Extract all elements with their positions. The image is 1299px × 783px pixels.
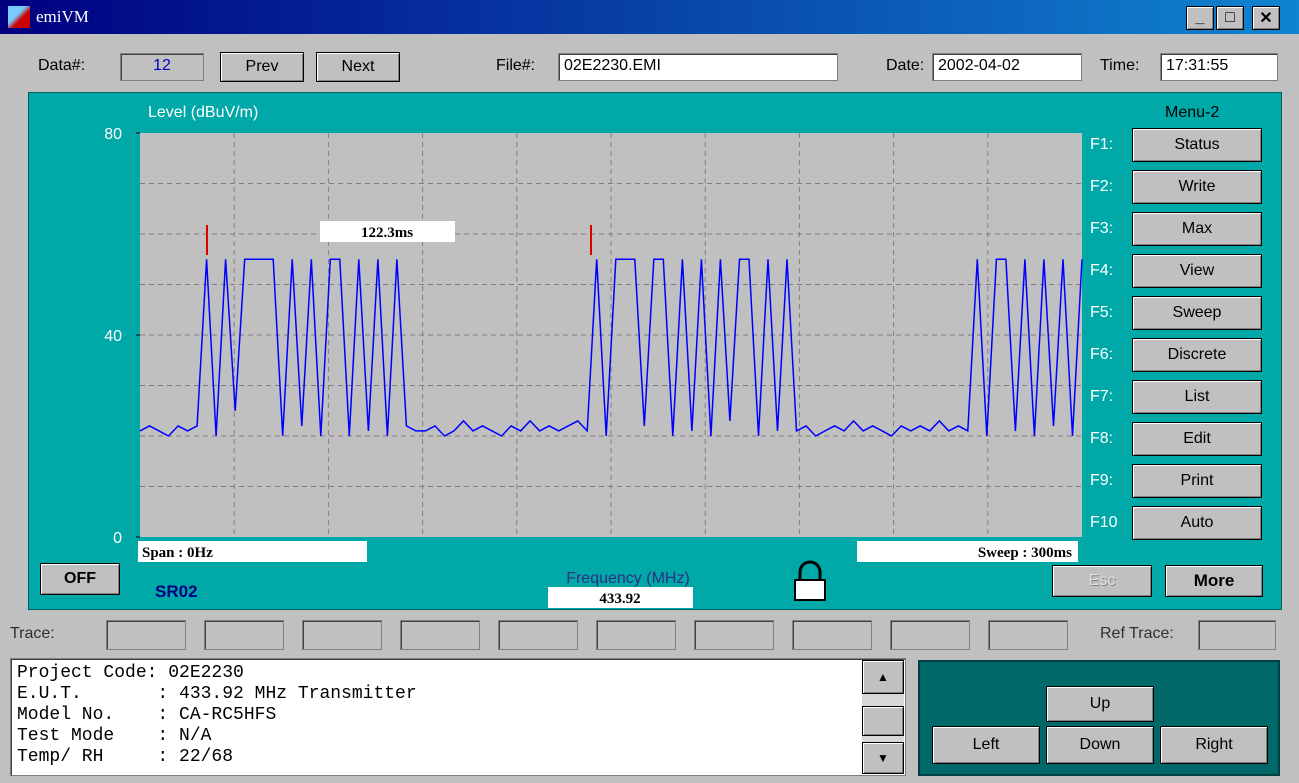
trace-field[interactable]: [890, 620, 970, 650]
scroll-thumb[interactable]: [862, 706, 904, 736]
y-tick-label: 0: [113, 530, 122, 547]
y-tick-label: 80: [104, 126, 122, 143]
file-field[interactable]: 02E2230.EMI: [558, 53, 838, 81]
trace-field[interactable]: [694, 620, 774, 650]
lock-body: [794, 579, 826, 601]
menu-key: F4:: [1090, 262, 1114, 279]
menu-key: F8:: [1090, 430, 1114, 447]
y-tick-label: 40: [104, 328, 122, 345]
menu-button[interactable]: Status: [1132, 128, 1262, 162]
info-line: Test Mode : N/A: [17, 726, 212, 746]
info-line: E.U.T. : 433.92 MHz Transmitter: [17, 684, 417, 704]
esc-button[interactable]: Esc: [1052, 565, 1152, 597]
info-box: Project Code: 02E2230 E.U.T. : 433.92 MHz…: [10, 658, 906, 776]
trace-field[interactable]: [792, 620, 872, 650]
left-button[interactable]: Left: [932, 726, 1040, 764]
trace-field[interactable]: [988, 620, 1068, 650]
menu-button[interactable]: List: [1132, 380, 1262, 414]
frequency-box: [548, 587, 693, 608]
trace-field[interactable]: [498, 620, 578, 650]
menu-title: Menu-2: [1165, 104, 1220, 121]
more-button[interactable]: More: [1165, 565, 1263, 597]
date-field[interactable]: 2002-04-02: [932, 53, 1082, 81]
menu-button[interactable]: Write: [1132, 170, 1262, 204]
trace-field[interactable]: [596, 620, 676, 650]
file-label: File#:: [496, 57, 536, 74]
app-icon: [8, 6, 30, 28]
trace-field[interactable]: [106, 620, 186, 650]
info-line: Temp/ RH : 22/68: [17, 747, 234, 767]
menu-button[interactable]: View: [1132, 254, 1262, 288]
right-button[interactable]: Right: [1160, 726, 1268, 764]
window-title: emiVM: [36, 7, 89, 26]
up-button[interactable]: Up: [1046, 686, 1154, 722]
menu-key: F9:: [1090, 472, 1114, 489]
menu-button[interactable]: Auto: [1132, 506, 1262, 540]
span-label: Span : 0Hz: [142, 545, 213, 561]
close[interactable]: ✕: [1252, 6, 1280, 30]
trace-field[interactable]: [204, 620, 284, 650]
sweep-label: Sweep : 300ms: [978, 545, 1072, 561]
trace-field[interactable]: [400, 620, 480, 650]
frequency-value: 433.92: [599, 591, 640, 607]
menu-key: F2:: [1090, 178, 1114, 195]
info-line: Project Code: 02E2230: [17, 663, 244, 683]
data-label: Data#:: [38, 57, 86, 74]
menu-button[interactable]: Sweep: [1132, 296, 1262, 330]
off-button[interactable]: OFF: [40, 563, 120, 595]
trace-line: [139, 258, 1083, 437]
scroll-down[interactable]: ▼: [862, 742, 904, 774]
date-label: Date:: [886, 57, 925, 74]
minimize[interactable]: _: [1186, 6, 1214, 30]
y-axis-label: Level (dBuV/m): [148, 104, 258, 121]
sr-label: SR02: [155, 582, 198, 601]
trace-field[interactable]: [302, 620, 382, 650]
info-line: Model No. : CA-RC5HFS: [17, 705, 277, 725]
prev-button[interactable]: Prev: [220, 52, 304, 82]
data-field[interactable]: 12: [120, 53, 204, 81]
menu-key: F5:: [1090, 304, 1114, 321]
ref-trace-field[interactable]: [1198, 620, 1276, 650]
down-button[interactable]: Down: [1046, 726, 1154, 764]
menu-key: F6:: [1090, 346, 1114, 363]
annotation-box: [320, 221, 455, 242]
trace-label: Trace:: [10, 625, 55, 642]
menu-button[interactable]: Edit: [1132, 422, 1262, 456]
menu-key: F3:: [1090, 220, 1114, 237]
next-button[interactable]: Next: [316, 52, 400, 82]
lock-shackle: [798, 560, 822, 580]
scroll-up[interactable]: ▲: [862, 660, 904, 694]
title-bar: [0, 0, 1299, 34]
menu-key: F7:: [1090, 388, 1114, 405]
menu-key: F10: [1090, 514, 1118, 531]
x-axis-label: Frequency (MHz): [566, 570, 690, 587]
time-field[interactable]: 17:31:55: [1160, 53, 1278, 81]
lock-icon: [794, 560, 826, 601]
time-label: Time:: [1100, 57, 1140, 74]
sweep-box: [857, 541, 1078, 562]
menu-button[interactable]: Discrete: [1132, 338, 1262, 372]
ref-trace-label: Ref Trace:: [1100, 625, 1174, 642]
span-box: [138, 541, 367, 562]
maximize[interactable]: □: [1216, 6, 1244, 30]
menu-key: F1:: [1090, 136, 1114, 153]
menu-button[interactable]: Print: [1132, 464, 1262, 498]
menu-button[interactable]: Max: [1132, 212, 1262, 246]
annotation: 122.3ms: [361, 225, 413, 241]
